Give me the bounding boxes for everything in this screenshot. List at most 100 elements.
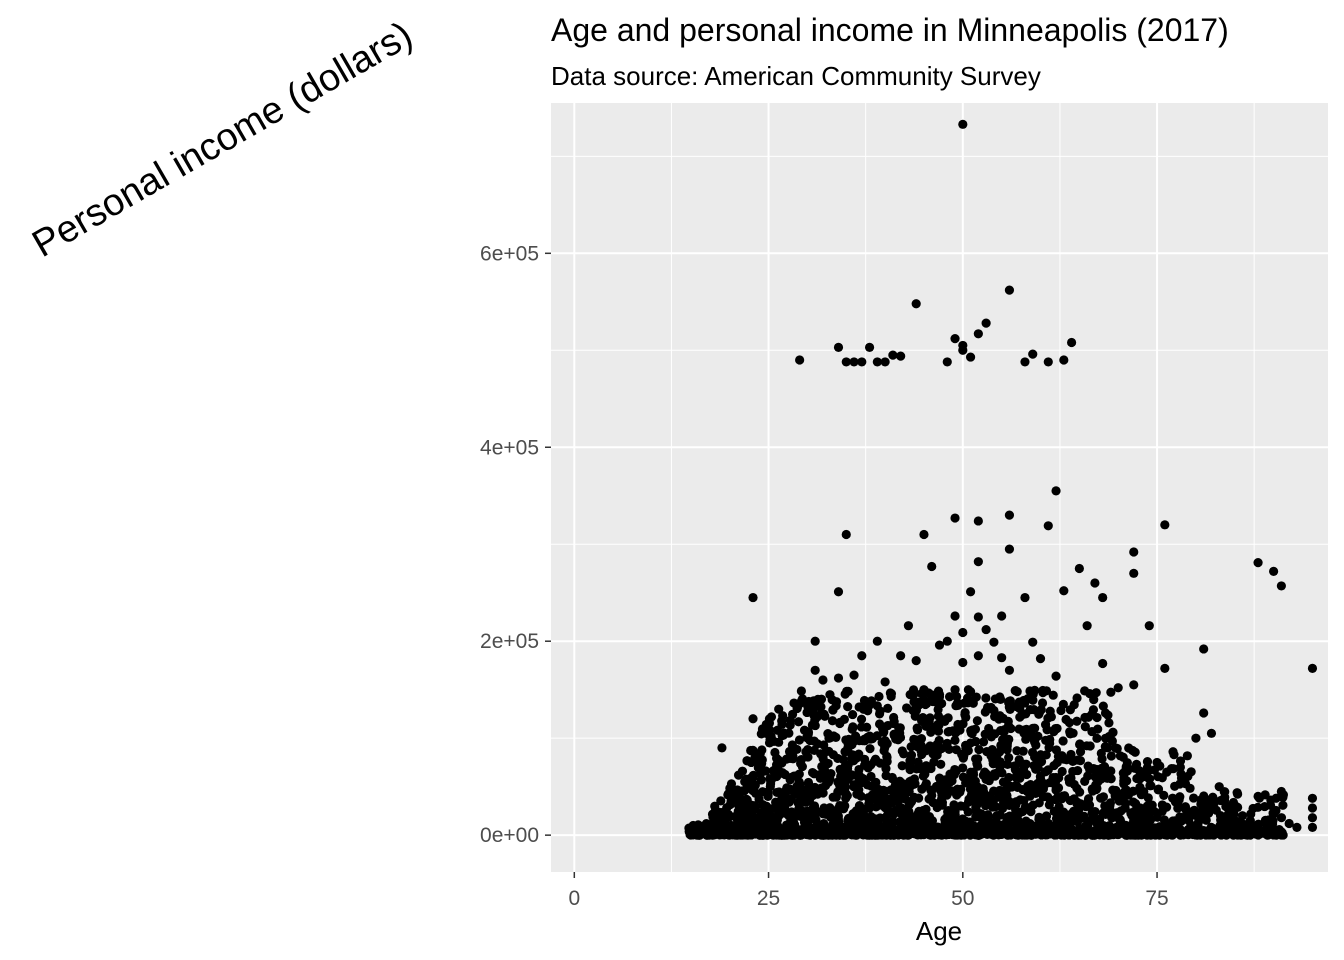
data-point	[1066, 749, 1076, 760]
data-point	[857, 651, 867, 661]
data-point	[1041, 811, 1052, 821]
data-point	[1091, 784, 1101, 795]
data-point	[819, 709, 829, 719]
data-point	[1128, 745, 1138, 756]
data-point	[800, 795, 810, 806]
data-point	[1058, 736, 1068, 746]
data-point	[942, 357, 952, 367]
data-point	[972, 716, 982, 726]
data-point	[956, 801, 966, 811]
data-point	[792, 771, 802, 781]
data-point	[1095, 766, 1105, 776]
data-point	[1002, 759, 1013, 769]
data-point	[1004, 544, 1015, 554]
data-point	[1050, 723, 1061, 734]
data-point	[1153, 784, 1164, 794]
data-point	[986, 772, 996, 782]
data-point	[903, 621, 914, 631]
data-point	[950, 735, 960, 745]
data-point	[716, 796, 726, 806]
data-point	[872, 357, 882, 367]
data-point	[1018, 746, 1028, 756]
data-point	[1004, 734, 1014, 744]
data-point	[924, 812, 935, 822]
data-point	[988, 802, 998, 812]
data-point	[973, 612, 983, 622]
data-point	[1142, 801, 1153, 811]
data-point	[819, 740, 829, 750]
data-point	[1075, 747, 1086, 757]
data-point	[1043, 357, 1053, 367]
data-point	[849, 357, 859, 367]
data-point	[841, 357, 851, 367]
data-point	[1005, 696, 1016, 706]
data-point	[1034, 756, 1044, 766]
data-point	[981, 624, 991, 635]
x-tick-label: 25	[757, 887, 780, 910]
data-point	[1072, 716, 1082, 726]
data-point	[1173, 803, 1183, 813]
data-point	[848, 722, 858, 732]
data-point	[955, 725, 965, 735]
data-point	[958, 763, 968, 773]
data-point	[833, 673, 844, 683]
data-point	[800, 814, 810, 824]
data-point	[909, 792, 919, 802]
data-point	[799, 725, 810, 735]
data-point	[1121, 765, 1132, 776]
data-point	[1106, 751, 1116, 761]
data-point	[1129, 547, 1139, 557]
data-point	[796, 758, 806, 769]
data-point	[1128, 786, 1138, 796]
data-point	[1080, 722, 1090, 732]
data-point	[757, 745, 767, 755]
data-point	[1093, 724, 1103, 734]
data-point	[854, 818, 864, 828]
data-point	[925, 713, 935, 723]
data-point	[854, 773, 864, 784]
data-point	[1045, 706, 1055, 716]
data-point	[843, 686, 853, 696]
data-point	[1027, 747, 1038, 758]
data-point	[761, 766, 771, 776]
data-point	[880, 677, 890, 687]
data-point	[1092, 733, 1102, 743]
data-point	[936, 759, 946, 769]
data-point	[1089, 695, 1099, 705]
data-point	[1035, 654, 1046, 664]
data-point	[893, 730, 904, 740]
data-point	[1143, 793, 1153, 803]
data-point	[1221, 801, 1231, 812]
data-point	[940, 814, 950, 825]
data-point	[1120, 798, 1131, 809]
data-point	[908, 685, 919, 695]
data-point	[1096, 793, 1106, 803]
data-point	[950, 513, 960, 523]
x-tick-label: 50	[951, 887, 974, 910]
data-point	[880, 736, 890, 746]
data-point	[1201, 815, 1211, 825]
data-point	[763, 790, 773, 800]
data-point	[1004, 665, 1015, 675]
data-point	[994, 792, 1004, 802]
data-point	[917, 749, 927, 760]
data-point	[1162, 802, 1172, 812]
data-point	[1006, 723, 1016, 734]
data-point	[1017, 710, 1028, 720]
x-axis: 0 25 50 75	[568, 872, 1169, 910]
data-point	[897, 761, 907, 771]
data-point	[1080, 776, 1090, 786]
data-point	[840, 778, 850, 789]
data-point	[1048, 690, 1058, 700]
data-point	[906, 742, 916, 752]
data-point	[896, 351, 906, 361]
data-point	[777, 768, 788, 778]
data-point	[950, 764, 960, 775]
data-point	[883, 703, 893, 713]
data-point	[871, 802, 881, 812]
data-point	[738, 800, 749, 810]
data-point	[833, 342, 844, 352]
y-tick-label: 2e+05	[480, 630, 539, 653]
data-point	[932, 739, 942, 750]
data-point	[1269, 566, 1279, 576]
